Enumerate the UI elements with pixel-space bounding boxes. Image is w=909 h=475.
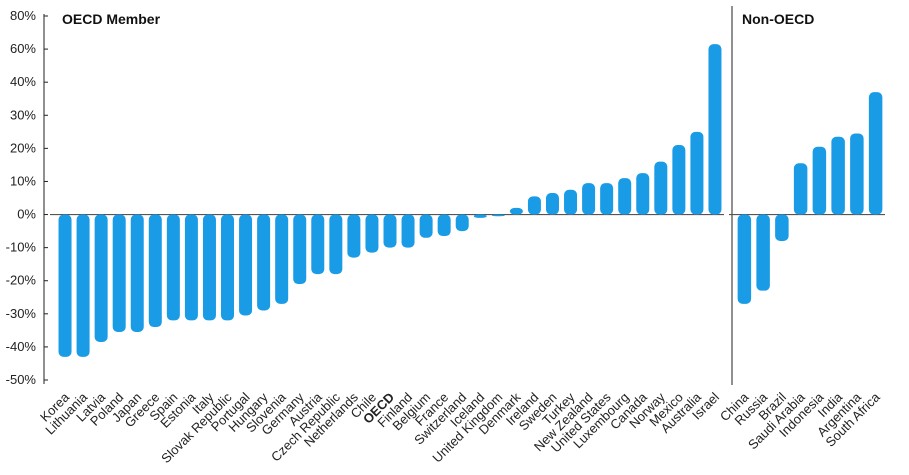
- bar: [545, 193, 559, 215]
- y-tick-label: 10%: [10, 173, 36, 188]
- bar: [221, 214, 235, 321]
- y-tick-label: 40%: [10, 74, 36, 89]
- bar: [654, 161, 668, 215]
- bar: [636, 173, 650, 215]
- bar: [582, 183, 596, 215]
- y-tick-label: 0%: [17, 207, 36, 222]
- bar: [166, 214, 180, 321]
- bar: [401, 214, 415, 248]
- bar: [812, 146, 827, 215]
- chart-panels: OECD MemberKoreaLithuaniaLatviaPolandJap…: [37, 6, 885, 466]
- bar: [383, 214, 397, 248]
- bar: [329, 214, 343, 275]
- bar: [94, 214, 108, 342]
- y-tick-label: 60%: [10, 41, 36, 56]
- bar: [491, 214, 505, 217]
- bar: [347, 214, 361, 258]
- bar: [130, 214, 144, 333]
- panel-title: Non-OECD: [742, 11, 814, 27]
- bar: [148, 214, 162, 328]
- y-tick-label: -20%: [6, 273, 37, 288]
- bar: [58, 214, 72, 357]
- bar: [239, 214, 253, 316]
- bar: [419, 214, 433, 238]
- bar: [600, 183, 614, 215]
- y-axis: 80% 60% 40% 30% 20% 10% 0% -10% -20% -30% -40% -50%: [6, 8, 48, 387]
- bar: [527, 196, 541, 215]
- bar: [618, 178, 632, 215]
- bar: [257, 214, 271, 311]
- bar: [868, 92, 883, 215]
- bar: [690, 131, 704, 215]
- bar: [756, 214, 770, 291]
- y-tick-label: 80%: [10, 8, 36, 23]
- y-tick-label: -40%: [6, 339, 37, 354]
- bar: [509, 207, 523, 215]
- bar: [437, 214, 451, 237]
- bar: [850, 133, 864, 215]
- panel-oecd-member: OECD MemberKoreaLithuaniaLatviaPolandJap…: [37, 11, 724, 466]
- y-tick-label: -50%: [6, 372, 37, 387]
- bar: [775, 214, 789, 242]
- bar: [455, 214, 469, 232]
- bar: [708, 44, 722, 215]
- bar: [202, 214, 216, 321]
- bar: [365, 214, 379, 253]
- bar: [793, 163, 808, 215]
- bar: [184, 214, 198, 321]
- bar: [564, 189, 578, 215]
- bar: [293, 214, 307, 285]
- y-tick-label: -10%: [6, 240, 37, 255]
- y-tick-label: 30%: [10, 107, 36, 122]
- bar: [473, 214, 487, 218]
- bar: [311, 214, 325, 275]
- bar: [76, 214, 90, 357]
- bar: [112, 214, 126, 333]
- bar: [831, 136, 845, 215]
- y-tick-label: -30%: [6, 306, 37, 321]
- bar: [737, 214, 752, 304]
- y-tick-label: 20%: [10, 140, 36, 155]
- panel-title: OECD Member: [62, 11, 161, 27]
- bar: [275, 214, 289, 304]
- bar: [672, 145, 686, 215]
